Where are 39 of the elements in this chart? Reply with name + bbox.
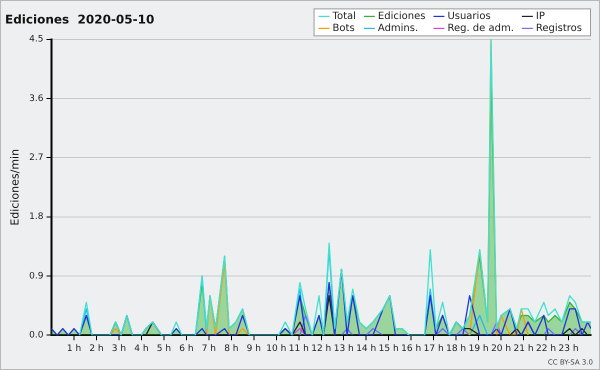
x-tick-label: 14 h: [356, 344, 376, 354]
y-tick-label: 0.0: [29, 330, 44, 341]
x-tick-label: 10 h: [266, 344, 286, 354]
x-tick-label: 20 h: [491, 344, 512, 354]
x-tick-label: 15 h: [378, 344, 399, 354]
x-tick-label: 5 h: [156, 344, 172, 354]
legend-label: Usuarios: [447, 10, 491, 22]
x-tick-label: 3 h: [112, 344, 126, 354]
x-tick-label: 23 h: [558, 344, 579, 354]
y-tick-label: 0.9: [29, 271, 44, 282]
x-tick-label: 17 h: [424, 344, 444, 354]
x-tick-label: 18 h: [446, 344, 466, 354]
x-tick-label: 13 h: [334, 344, 354, 354]
x-tick-label: 4 h: [134, 344, 149, 354]
x-tick-label: 12 h: [311, 344, 332, 354]
legend-label: Total: [332, 10, 356, 22]
legend-label: Reg. de adm.: [447, 22, 514, 34]
x-tick-label: 11 h: [288, 344, 309, 354]
x-tick-label: 21 h: [514, 344, 534, 354]
x-tick-label: 8 h: [224, 344, 238, 354]
chart-title: Ediciones 2020-05-10: [5, 12, 154, 26]
x-tick-label: 2 h: [89, 344, 104, 354]
legend-label: Bots: [332, 22, 355, 34]
y-tick-label: 3.6: [29, 94, 44, 104]
legend-label: Registros: [536, 22, 582, 34]
y-axis-title: Ediciones/min: [8, 148, 22, 226]
y-tick-label: 1.8: [29, 212, 44, 222]
x-tick-label: 16 h: [401, 344, 422, 354]
legend-label: IP: [536, 10, 545, 22]
y-tick-label: 4.5: [29, 34, 44, 45]
x-tick-label: 19 h: [468, 344, 489, 354]
legend-label: Admins.: [378, 22, 418, 34]
y-tick-label: 2.7: [29, 153, 44, 164]
x-tick-label: 9 h: [246, 344, 261, 354]
legend-label: Ediciones: [378, 10, 426, 22]
x-tick-label: 22 h: [536, 344, 556, 354]
x-tick-label: 6 h: [179, 344, 194, 354]
x-tick-label: 7 h: [202, 344, 216, 354]
x-tick-label: 1 h: [66, 344, 82, 354]
